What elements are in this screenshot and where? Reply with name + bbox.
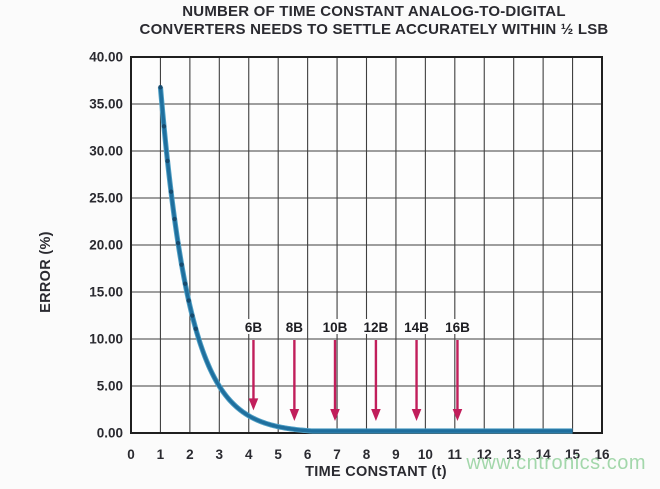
annotation-arrow-head — [371, 409, 381, 421]
annotation-arrow-head — [411, 409, 422, 421]
annotation-label: 6B — [245, 320, 263, 335]
error-curve — [158, 87, 573, 433]
data-point-marker — [172, 216, 177, 222]
annotation-label: 12B — [364, 320, 389, 335]
annotation-label-bg — [440, 319, 475, 334]
x-tick-label: 11 — [448, 447, 463, 462]
x-tick-label: 8 — [363, 447, 371, 462]
data-point-marker — [190, 313, 195, 318]
annotation-label: 8B — [286, 320, 304, 335]
x-tick-label: 16 — [594, 447, 610, 462]
data-point-marker — [186, 298, 191, 303]
watermark-text: www.cntronics.com — [466, 452, 646, 474]
x-tick-label: 2 — [186, 447, 194, 462]
x-tick-label: 0 — [127, 447, 135, 462]
annotation-arrow-head — [330, 409, 340, 421]
x-tick-label: 14 — [536, 447, 552, 462]
data-point-marker — [168, 189, 174, 194]
y-tick-label: 25.00 — [89, 191, 123, 206]
annotation-arrow-head — [289, 409, 300, 421]
data-point-marker — [161, 124, 167, 129]
x-tick-label: 1 — [157, 447, 165, 462]
annotation-label: 16B — [445, 320, 470, 335]
annotation-label: 14B — [404, 320, 429, 335]
x-tick-label: 9 — [392, 447, 400, 462]
annotation-label-bg — [281, 319, 307, 334]
data-point-marker — [179, 262, 184, 267]
y-tick-label: 35.00 — [89, 97, 123, 112]
x-tick-label: 5 — [274, 447, 282, 462]
annotation-arrow-head — [248, 398, 259, 411]
x-tick-label: 4 — [245, 447, 253, 462]
annotation-label-bg — [359, 319, 393, 334]
y-tick-label: 0.00 — [97, 426, 123, 441]
y-tick-label: 30.00 — [89, 144, 123, 159]
chart-title-line-1: NUMBER OF TIME CONSTANT ANALOG-TO-DIGITA… — [182, 3, 566, 20]
y-tick-label: 20.00 — [89, 238, 123, 253]
data-point-marker — [193, 326, 198, 332]
x-tick-label: 10 — [418, 447, 433, 462]
annotation-label-bg — [241, 319, 266, 334]
x-tick-label: 15 — [565, 447, 581, 462]
x-tick-label: 7 — [333, 447, 341, 462]
y-tick-label: 5.00 — [97, 379, 123, 394]
x-tick-label: 13 — [506, 447, 522, 462]
y-tick-label: 10.00 — [89, 332, 123, 347]
chart-title: NUMBER OF TIME CONSTANT ANALOG-TO-DIGITA… — [88, 3, 660, 38]
y-tick-label: 40.00 — [89, 50, 123, 65]
x-axis-title: TIME CONSTANT (t) — [305, 464, 447, 480]
x-tick-label: 6 — [304, 447, 312, 462]
chart-title-line-2: CONVERTERS NEEDS TO SETTLE ACCURATELY WI… — [139, 20, 609, 38]
data-point-marker — [158, 84, 163, 90]
annotation-label: 10B — [323, 320, 348, 335]
x-tick-label: 12 — [477, 447, 492, 462]
annotation-label-bg — [318, 319, 352, 334]
annotation-label-bg — [399, 319, 434, 334]
data-point-marker — [182, 281, 188, 286]
y-tick-label: 15.00 — [89, 285, 123, 300]
data-point-marker — [165, 158, 170, 164]
annotation-arrow-head — [452, 409, 463, 421]
data-point-marker — [175, 241, 181, 246]
x-tick-label: 3 — [216, 447, 224, 462]
